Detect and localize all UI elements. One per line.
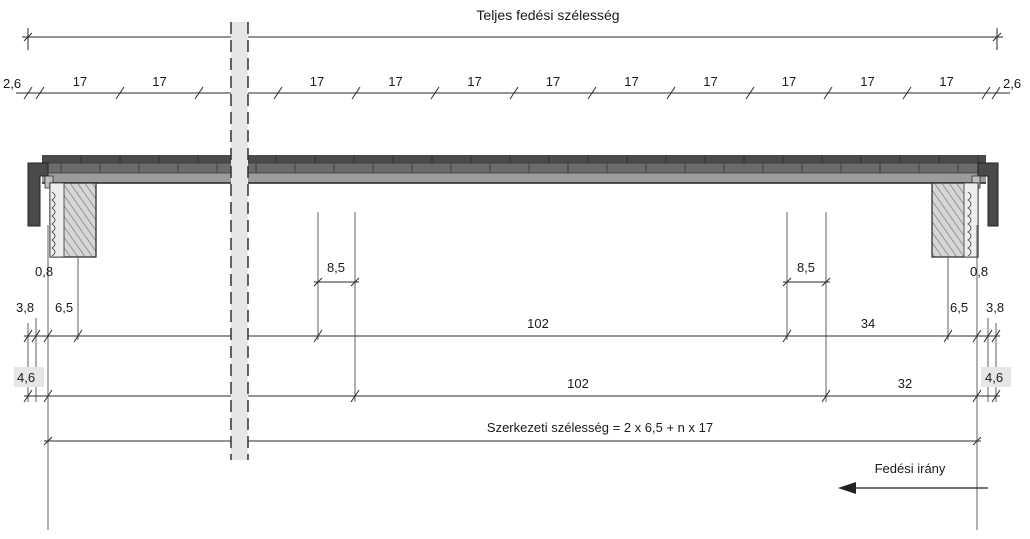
overall-width-dimension <box>22 28 1003 50</box>
top-row-tick <box>587 86 597 100</box>
row2-tick <box>972 389 982 403</box>
structural-width-dimension <box>43 436 982 446</box>
left-edge-profile <box>27 162 54 227</box>
module-spacing-dimension <box>16 86 1010 100</box>
row1-tick <box>313 329 323 343</box>
right-overlap-label: 8,5 <box>797 260 815 275</box>
top-row-tick <box>981 86 991 100</box>
row1-tick <box>31 329 41 343</box>
module-spacing-label: 17 <box>782 74 796 89</box>
module-spacing-label: 17 <box>939 74 953 89</box>
row2-tick <box>23 389 33 403</box>
right-label-highlight <box>981 367 1011 387</box>
row1-tick <box>782 329 792 343</box>
top-row-tick <box>35 86 45 100</box>
row1-tick <box>73 329 83 343</box>
diagram-title: Teljes fedési szélesség <box>476 7 619 23</box>
break-line <box>230 22 249 460</box>
row2-tick <box>991 389 1001 403</box>
top-row-tick <box>115 86 125 100</box>
left-overlap-label: 8,5 <box>327 260 345 275</box>
row2-tick <box>350 389 360 403</box>
left-label-0-8: 0,8 <box>35 264 53 279</box>
module-spacing-label: 17 <box>703 74 717 89</box>
top-row-tick <box>823 86 833 100</box>
right-label-6-5: 6,5 <box>950 300 968 315</box>
right-label-3-8: 3,8 <box>986 300 1004 315</box>
top-row-tick <box>351 86 361 100</box>
top-row-tick <box>273 86 283 100</box>
roof-sheet <box>42 155 986 184</box>
top-row-tick <box>23 86 33 100</box>
extension-lines <box>27 212 997 530</box>
module-spacing-label: 17 <box>860 74 874 89</box>
module-spacing-label: 17 <box>388 74 402 89</box>
module-spacing-label: 17 <box>310 74 324 89</box>
row1-tick <box>972 329 982 343</box>
row1-tick <box>43 329 53 343</box>
top-row-tick <box>902 86 912 100</box>
right-edge-label: 2,6 <box>1003 76 1021 91</box>
row2-end-label: 32 <box>898 376 912 391</box>
top-row-tick <box>745 86 755 100</box>
row1-dimension <box>23 329 1001 343</box>
top-row-tick <box>509 86 519 100</box>
module-spacing-label: 17 <box>73 74 87 89</box>
structural-width-label: Szerkezeti szélesség = 2 x 6,5 + n x 17 <box>487 420 713 435</box>
row1-end-label: 34 <box>861 316 875 331</box>
row1-tick <box>991 329 1001 343</box>
top-row-tick <box>666 86 676 100</box>
left-label-6-5: 6,5 <box>55 300 73 315</box>
module-spacing-label: 17 <box>624 74 638 89</box>
right-overlap-dimension <box>782 277 831 287</box>
row1-tick <box>23 329 33 343</box>
right-label-0-8: 0,8 <box>970 264 988 279</box>
module-spacing-label: 17 <box>152 74 166 89</box>
row1-tick <box>943 329 953 343</box>
left-label-highlight <box>14 367 44 387</box>
left-edge-label: 2,6 <box>3 76 21 91</box>
row2-dimension <box>23 389 1001 403</box>
row2-main-label: 102 <box>567 376 589 391</box>
module-spacing-label: 17 <box>546 74 560 89</box>
left-batten <box>49 182 97 258</box>
row2-tick <box>43 389 53 403</box>
left-label-3-8: 3,8 <box>16 300 34 315</box>
row1-main-label: 102 <box>527 316 549 331</box>
top-row-tick <box>194 86 204 100</box>
left-label-4-6: 4,6 <box>17 370 35 385</box>
top-row-tick <box>991 86 1001 100</box>
row1-tick <box>983 329 993 343</box>
top-row-tick <box>430 86 440 100</box>
direction-label: Fedési irány <box>875 461 946 476</box>
direction-arrow-icon <box>838 482 988 494</box>
module-spacing-label: 17 <box>467 74 481 89</box>
right-label-4-6: 4,6 <box>985 370 1003 385</box>
row2-tick <box>821 389 831 403</box>
left-overlap-dimension <box>313 277 360 287</box>
right-batten <box>931 182 979 258</box>
